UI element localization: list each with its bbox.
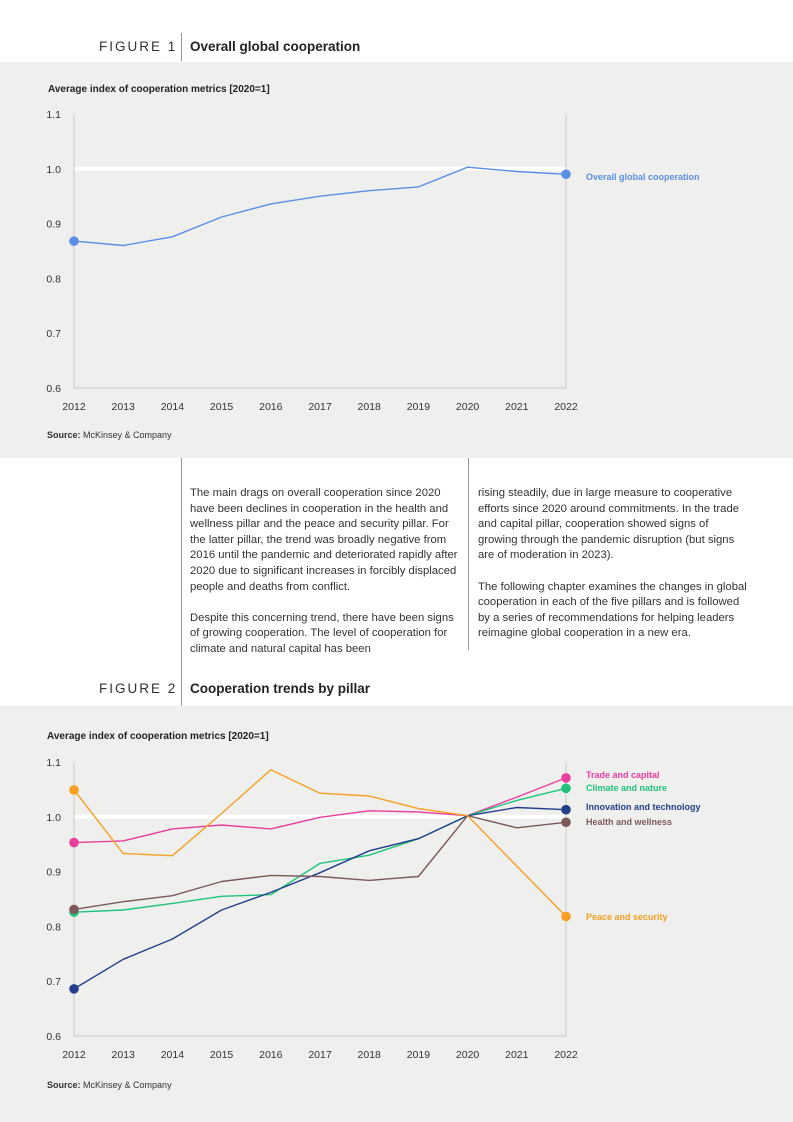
- y-tick-label: 0.6: [46, 383, 61, 395]
- y-tick-label: 0.6: [46, 1031, 61, 1043]
- x-tick-label: 2022: [554, 401, 578, 413]
- figure1-divider: [181, 33, 182, 61]
- series-label-innovation-and-technology: Innovation and technology: [586, 802, 701, 812]
- series-line-climate-and-nature: [73, 787, 567, 913]
- x-tick-label: 2017: [308, 401, 332, 413]
- x-tick-label: 2012: [62, 401, 86, 413]
- figure2-chart: 0.6 0.7 0.8 0.9 1.0 1.1 2012 2013 2014 2015 2016 20…: [46, 757, 701, 1061]
- end-point-trade-and-capital: [561, 773, 571, 783]
- figure1-chart: 0.6 0.7 0.8 0.9 1.0 1.1 2012 2013 2014 2015 2016 20…: [46, 109, 700, 413]
- body-col2-paragraph-1: rising steadily, due in large measure to…: [478, 487, 740, 562]
- figure2-chart-label: Average index of cooperation metrics [20…: [47, 731, 269, 742]
- x-tick-label: 2017: [308, 1049, 332, 1061]
- end-point-health-and-wellness: [561, 817, 571, 828]
- y-tick-label: 0.8: [46, 921, 61, 933]
- x-tick-label: 2013: [112, 401, 136, 413]
- body-col1-paragraph-1: The main drags on overall cooperation si…: [190, 487, 458, 593]
- figure1-source-text: McKinsey & Company: [83, 430, 172, 440]
- end-point-overall-global-cooperation: [561, 169, 571, 180]
- y-tick-label: 1.1: [46, 757, 61, 769]
- series-label-health-and-wellness: Health and wellness: [586, 817, 672, 827]
- figure2-source-text: McKinsey & Company: [83, 1080, 172, 1090]
- series-line-trade-and-capital: [73, 777, 567, 844]
- x-tick-label: 2014: [161, 401, 185, 413]
- x-tick-label: 2018: [358, 1049, 382, 1061]
- end-point-peace-and-security: [561, 911, 571, 922]
- series-line-overall-global-cooperation: [73, 166, 567, 247]
- body-col2-paragraph-2: The following chapter examines the chang…: [478, 580, 747, 640]
- x-tick-label: 2022: [554, 1049, 578, 1061]
- start-point-innovation-and-technology: [69, 984, 79, 994]
- figure2-source: Source: McKinsey & Company: [47, 1080, 172, 1090]
- series-line-peace-and-security: [73, 769, 567, 917]
- figure2-title: Cooperation trends by pillar: [190, 681, 371, 696]
- y-tick-label: 0.7: [46, 976, 61, 988]
- start-point-trade-and-capital: [69, 837, 79, 848]
- start-point-health-and-wellness: [69, 904, 79, 915]
- figure1-title: Overall global cooperation: [190, 39, 361, 54]
- end-point-innovation-and-technology: [561, 804, 571, 815]
- end-point-climate-and-nature: [561, 783, 571, 794]
- series-line-health-and-wellness: [73, 814, 567, 911]
- x-tick-label: 2014: [161, 1049, 185, 1061]
- series-line-innovation-and-technology: [73, 806, 567, 990]
- figure2-source-label: Source:: [47, 1080, 81, 1090]
- series-label-climate-and-nature: Climate and nature: [586, 783, 667, 793]
- figure2-panel: Average index of cooperation metrics [20…: [0, 706, 793, 1122]
- figure1-label: FIGURE 1: [99, 39, 178, 54]
- series-label-trade-and-capital: Trade and capital: [586, 770, 660, 780]
- x-tick-label: 2021: [505, 1049, 529, 1061]
- x-tick-label: 2019: [407, 1049, 431, 1061]
- y-tick-label: 0.9: [46, 219, 61, 231]
- x-tick-label: 2012: [62, 1049, 86, 1061]
- series-label-overall-global-cooperation: Overall global cooperation: [586, 172, 700, 182]
- y-tick-label: 1.0: [46, 164, 61, 176]
- figure1-header: FIGURE 1 Overall global cooperation: [0, 33, 793, 63]
- y-tick-label: 0.8: [46, 273, 61, 285]
- x-tick-label: 2020: [456, 401, 480, 413]
- x-tick-label: 2013: [112, 1049, 136, 1061]
- series-label-peace-and-security: Peace and security: [586, 912, 668, 922]
- figure1-chart-label: Average index of cooperation metrics [20…: [48, 84, 270, 95]
- y-tick-label: 1.1: [46, 109, 61, 121]
- figure1-source: Source: McKinsey & Company: [47, 430, 172, 440]
- start-point-peace-and-security: [69, 785, 79, 795]
- body-column-1: The main drags on overall cooperation si…: [190, 486, 462, 673]
- figure1-panel: Average index of cooperation metrics [20…: [0, 62, 793, 458]
- figure1-source-label: Source:: [47, 430, 81, 440]
- start-point-overall-global-cooperation: [69, 236, 79, 246]
- body-col1-paragraph-2: Despite this concerning trend, there hav…: [190, 611, 454, 655]
- y-tick-label: 0.9: [46, 867, 61, 879]
- x-tick-label: 2019: [407, 401, 431, 413]
- x-tick-label: 2020: [456, 1049, 480, 1061]
- y-tick-label: 0.7: [46, 328, 61, 340]
- x-tick-label: 2015: [210, 1049, 234, 1061]
- body-divider-left: [181, 458, 182, 706]
- y-tick-label: 1.0: [46, 812, 61, 824]
- x-tick-label: 2016: [259, 401, 283, 413]
- figure2-label: FIGURE 2: [99, 681, 178, 696]
- x-tick-label: 2016: [259, 1049, 283, 1061]
- x-tick-label: 2021: [505, 401, 529, 413]
- figure2-header: FIGURE 2 Cooperation trends by pillar: [0, 675, 793, 705]
- figure2-divider: [181, 675, 182, 703]
- x-tick-label: 2015: [210, 401, 234, 413]
- body-divider-middle: [468, 458, 469, 650]
- body-column-2: rising steadily, due in large measure to…: [478, 486, 750, 658]
- x-tick-label: 2018: [358, 401, 382, 413]
